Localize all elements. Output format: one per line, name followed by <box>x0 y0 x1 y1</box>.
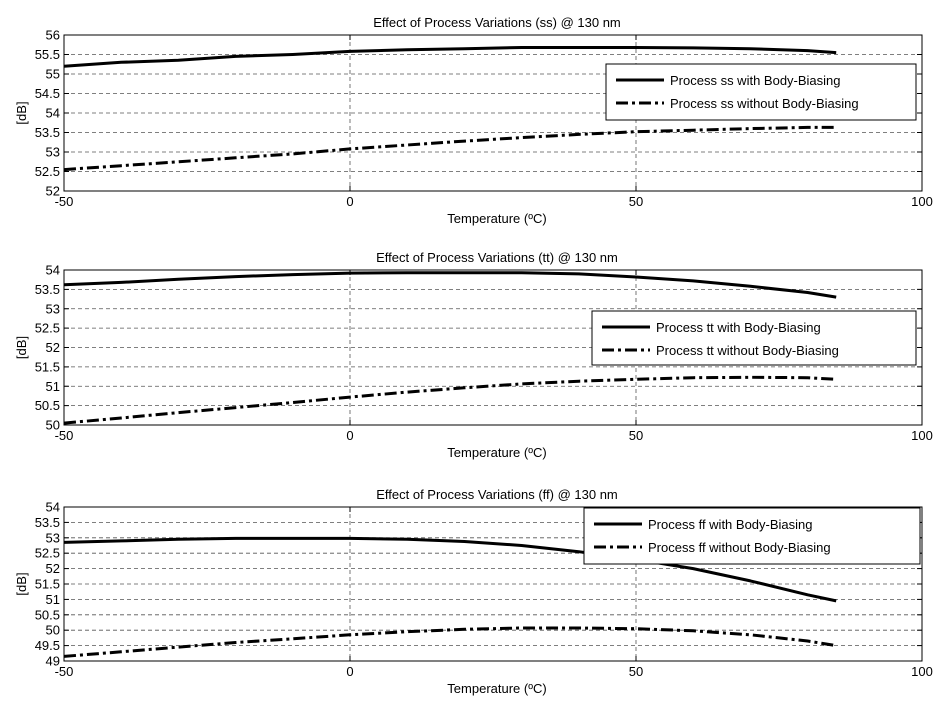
y-tick-label: 50 <box>46 623 60 638</box>
legend-label-1: Process tt with Body-Biasing <box>656 320 821 335</box>
x-axis-label: Temperature (ºC) <box>447 681 546 696</box>
legend-box <box>605 63 917 121</box>
y-tick-label: 53 <box>46 145 60 160</box>
y-tick-label: 51 <box>46 379 60 394</box>
y-tick-label: 52 <box>46 561 60 576</box>
chart-panel-1: -50 0 50 100 52 52.5 53 53.5 54 54.5 55 55.5 56 Effec… <box>14 15 933 226</box>
chart-panel-2: -50 0 50 100 50 50.5 51 51.5 52 52.5 53 53.5 54 Effec… <box>14 250 933 460</box>
y-tick-label: 49 <box>46 654 60 669</box>
x-tick-label: 0 <box>346 664 353 679</box>
legend-box <box>583 507 921 565</box>
x-tick-label: 50 <box>629 428 643 443</box>
legend: Process tt with Body-Biasing Process tt w… <box>591 310 917 366</box>
series-line-2 <box>63 125 837 172</box>
y-tick-label: 56 <box>46 28 60 43</box>
series-line-2 <box>63 626 837 658</box>
legend-label-1: Process ss with Body-Biasing <box>670 73 841 88</box>
y-tick-label: 50.5 <box>35 607 60 622</box>
y-tick-label: 53 <box>46 530 60 545</box>
y-tick-label: 51 <box>46 592 60 607</box>
y-tick-label: 54 <box>46 263 60 278</box>
legend: Process ss with Body-Biasing Process ss w… <box>605 63 917 121</box>
y-tick-label: 52.5 <box>35 321 60 336</box>
y-tick-label: 55.5 <box>35 47 60 62</box>
x-tick-label: 0 <box>346 428 353 443</box>
y-tick-label: 53.5 <box>35 125 60 140</box>
chart-panel-3: -50 0 50 1004949.55050.55151.55252.55353.55… <box>14 487 933 696</box>
chart-title: Effect of Process Variations (ff) @ 130 … <box>376 487 618 502</box>
y-tick-label: 50.5 <box>35 398 60 413</box>
y-tick-label: 52.5 <box>35 164 60 179</box>
x-tick-label: 100 <box>911 664 933 679</box>
y-tick-label: 53 <box>46 301 60 316</box>
x-tick-label: 100 <box>911 428 933 443</box>
x-tick-label: -50 <box>55 664 74 679</box>
y-tick-label: 53.5 <box>35 282 60 297</box>
x-tick-label: 0 <box>346 194 353 209</box>
legend-label-2: Process ff without Body-Biasing <box>648 540 831 555</box>
legend: Process ff with Body-Biasing Process ff w… <box>583 507 921 565</box>
y-tick-label: 50 <box>46 418 60 433</box>
y-tick-label: 53.5 <box>35 515 60 530</box>
y-tick-label: 52 <box>46 340 60 355</box>
y-tick-label: 54.5 <box>35 86 60 101</box>
series-line-2 <box>63 375 837 425</box>
x-axis-label: Temperature (ºC) <box>447 211 546 226</box>
y-tick-label: 55 <box>46 67 60 82</box>
y-tick-label: 49.5 <box>35 638 60 653</box>
series-line-1 <box>63 271 837 299</box>
y-tick-label: 51.5 <box>35 577 60 592</box>
y-axis-label: [dB] <box>14 336 29 359</box>
x-tick-label: 100 <box>911 194 933 209</box>
x-tick-label: 50 <box>629 664 643 679</box>
y-axis-label: [dB] <box>14 572 29 595</box>
x-tick-label: -50 <box>55 428 74 443</box>
y-tick-label: 52 <box>46 184 60 199</box>
y-tick-label: 52.5 <box>35 546 60 561</box>
legend-label-2: Process ss without Body-Biasing <box>670 96 859 111</box>
legend-label-1: Process ff with Body-Biasing <box>648 517 813 532</box>
x-tick-label: 50 <box>629 194 643 209</box>
y-tick-label: 54 <box>46 106 60 121</box>
chart-title: Effect of Process Variations (tt) @ 130 … <box>376 250 618 265</box>
y-axis-label: [dB] <box>14 101 29 124</box>
y-tick-label: 51.5 <box>35 359 60 374</box>
x-tick-label: -50 <box>55 194 74 209</box>
x-axis-label: Temperature (ºC) <box>447 445 546 460</box>
y-tick-label: 54 <box>46 500 60 515</box>
series-line-1 <box>63 46 837 68</box>
series-line-1 <box>63 536 837 603</box>
chart-title: Effect of Process Variations (ss) @ 130 … <box>373 15 621 30</box>
legend-label-2: Process tt without Body-Biasing <box>656 343 839 358</box>
legend-box <box>591 310 917 366</box>
